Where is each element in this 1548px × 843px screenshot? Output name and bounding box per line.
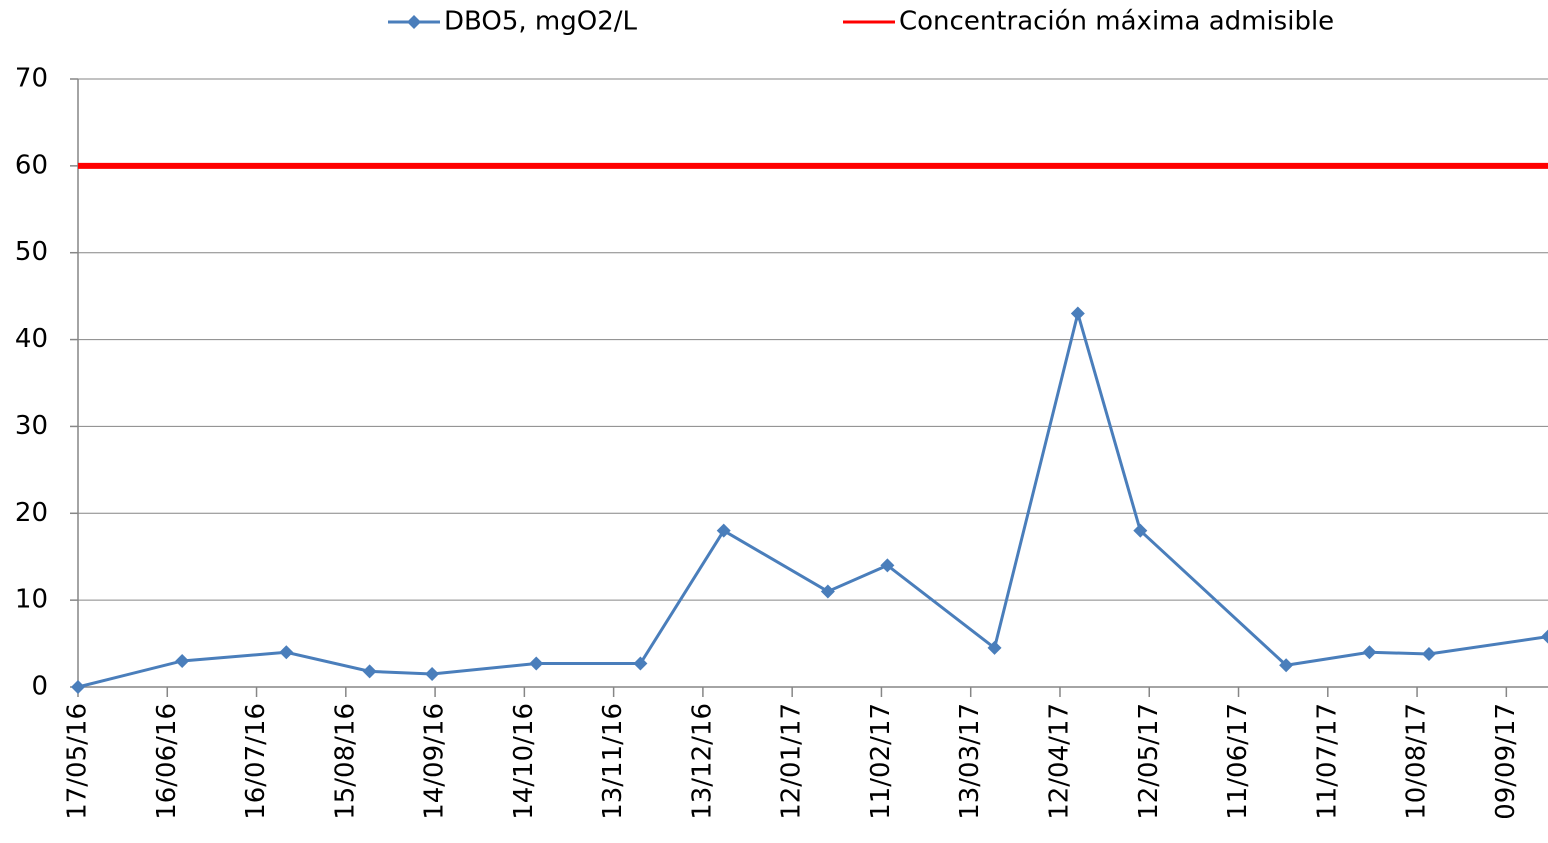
x-tick-label: 14/09/16 — [420, 703, 450, 820]
data-point — [1362, 645, 1377, 660]
x-tick-label: 16/07/16 — [241, 703, 271, 820]
y-tick-label: 70 — [15, 64, 48, 94]
data-point — [529, 656, 544, 671]
data-point — [1541, 629, 1548, 644]
x-tick-label: 13/03/17 — [955, 703, 985, 820]
data-point — [987, 640, 1002, 655]
data-point — [1070, 306, 1085, 321]
x-tick-label: 14/10/16 — [509, 703, 539, 820]
data-point — [425, 666, 440, 681]
data-point — [362, 664, 377, 679]
legend-marker — [407, 15, 421, 29]
x-tick-label: 12/04/17 — [1044, 703, 1074, 820]
data-point — [1279, 658, 1294, 673]
data-point — [175, 653, 190, 668]
legend-label: Concentración máxima admisible — [899, 7, 1334, 37]
x-tick-label: 09/09/17 — [1491, 703, 1521, 820]
x-tick-label: 13/11/16 — [598, 703, 628, 820]
series-line — [77, 307, 1548, 689]
data-point — [279, 645, 294, 660]
legend-label: DBO5, mgO2/L — [444, 7, 638, 37]
data-point — [880, 558, 895, 573]
y-tick-label: 50 — [15, 237, 48, 267]
x-tick-label: 12/05/17 — [1134, 703, 1164, 820]
data-point — [1421, 646, 1436, 661]
x-tick-label: 11/02/17 — [866, 703, 896, 820]
x-tick-label: 11/06/17 — [1223, 703, 1253, 820]
x-tick-label: 15/08/16 — [330, 703, 360, 820]
y-tick-label: 30 — [15, 411, 48, 441]
data-point — [820, 584, 835, 599]
y-tick-label: 20 — [15, 498, 48, 528]
y-tick-label: 0 — [31, 672, 48, 702]
data-point — [1133, 523, 1148, 538]
data-point — [633, 656, 648, 671]
x-tick-label: 10/08/17 — [1402, 703, 1432, 820]
y-tick-label: 60 — [15, 150, 48, 180]
x-tick-label: 12/01/17 — [777, 703, 807, 820]
x-tick-label: 17/05/16 — [63, 703, 93, 820]
x-tick-label: 16/06/16 — [152, 703, 182, 820]
y-tick-label: 10 — [15, 585, 48, 615]
data-point — [716, 523, 731, 538]
y-tick-label: 40 — [15, 324, 48, 354]
x-tick-label: 11/07/17 — [1312, 703, 1342, 820]
data-point — [71, 680, 85, 694]
x-tick-label: 13/12/16 — [687, 703, 717, 820]
